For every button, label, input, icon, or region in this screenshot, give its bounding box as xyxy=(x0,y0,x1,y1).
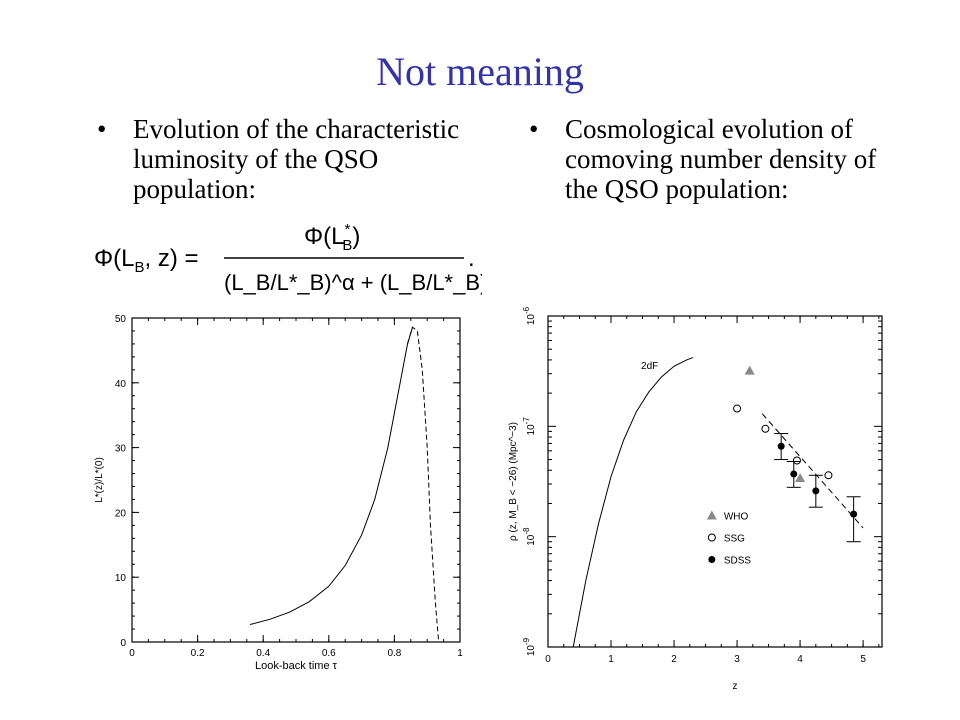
formula-lhs-sub: B xyxy=(135,259,145,276)
formula-numerator-sub: B xyxy=(342,237,352,254)
formula-period: . xyxy=(468,245,475,272)
luminosity-function-formula: Φ(LB, z) = Φ(L* B) (L_B/L*_B)^α + (L_B/L*… xyxy=(94,221,482,295)
y-axis-label: ρ (z, M_B < −26) (Mpc^−3) xyxy=(508,422,519,541)
formula-numerator-sup: * xyxy=(345,221,351,238)
svg-text:Φ(LB, z) =: Φ(LB, z) = xyxy=(94,245,199,276)
x-tick-label: 0.8 xyxy=(387,648,401,659)
x-axis-label: Look-back time τ xyxy=(255,660,338,672)
x-tick-label: 1 xyxy=(457,648,463,659)
x-tick-label: 5 xyxy=(860,654,866,665)
legend-label-who: WHO xyxy=(724,512,749,523)
who-point xyxy=(744,365,755,375)
x-tick-label: 0.4 xyxy=(256,648,270,659)
series-2df-line xyxy=(572,357,694,648)
left-bullet-text: Evolution of the characteristic luminosi… xyxy=(133,114,460,204)
formula-lhs-tail: , z) = xyxy=(145,245,199,272)
x-tick-label: 0.6 xyxy=(322,648,336,659)
y-tick-label: 10-6 xyxy=(522,306,537,325)
y-tick-label: 10 xyxy=(115,573,127,584)
formula-denominator: (L_B/L*_B)^α + (L_B/L*_B)^β xyxy=(224,270,482,295)
x-tick-label: 1 xyxy=(608,654,614,665)
legend-who-marker xyxy=(706,510,717,520)
formula-numerator: Φ(L xyxy=(304,223,345,250)
ssg-point xyxy=(792,456,801,465)
legend-label-sdss: SDSS xyxy=(724,556,752,567)
sdss-point xyxy=(777,442,785,450)
ssg-point xyxy=(733,404,742,413)
ssg-point xyxy=(761,424,770,433)
x-tick-label: 2 xyxy=(671,654,677,665)
y-tick-label: 10-8 xyxy=(522,527,537,546)
slide-title: Not meaning xyxy=(376,49,584,94)
dashed-series-line xyxy=(407,326,440,643)
ssg-point xyxy=(824,471,833,480)
solid-series-line xyxy=(249,327,413,625)
y-axis-label: L*(z)/L*(0) xyxy=(94,457,105,503)
fit-dashed-line xyxy=(761,413,864,529)
formula-lhs: Φ(L xyxy=(94,245,135,272)
plot-frame xyxy=(131,317,461,643)
sdss-point xyxy=(790,470,798,478)
sdss-point xyxy=(812,487,820,495)
formula-numerator-tail: ) xyxy=(352,223,360,250)
y-tick-label: 50 xyxy=(115,314,127,325)
x-tick-label: 0 xyxy=(545,654,551,665)
svg-text:Φ(L*B): Φ(L* B) xyxy=(304,221,360,254)
y-tick-label: 30 xyxy=(115,444,127,455)
right-bullet-text: Cosmological evolution of comoving numbe… xyxy=(565,114,877,204)
number-density-chart: 0 1 2 3 4 5 10-9 10-8 10-7 10-6 2dF WHO SSG SDSS z ρ (z… xyxy=(508,306,883,692)
right-bullet: • Cosmological evolution of comoving num… xyxy=(529,114,885,204)
legend-sdss-marker xyxy=(708,556,716,564)
series-2df-label: 2dF xyxy=(641,361,658,372)
x-tick-label: 3 xyxy=(734,654,740,665)
bullet-marker: • xyxy=(97,114,107,144)
y-tick-label: 20 xyxy=(115,508,127,519)
y-tick-label: 10-9 xyxy=(522,637,537,656)
y-tick-label: 40 xyxy=(115,379,127,390)
x-axis-label: z xyxy=(733,681,738,692)
x-tick-label: 0 xyxy=(129,648,135,659)
legend-label-ssg: SSG xyxy=(724,534,745,545)
bullet-marker: • xyxy=(529,114,539,144)
legend-ssg-marker xyxy=(707,533,716,542)
y-tick-label: 0 xyxy=(120,638,126,649)
x-tick-label: 0.2 xyxy=(191,648,205,659)
sdss-point xyxy=(850,510,858,518)
y-tick-label: 10-7 xyxy=(522,417,537,436)
plot-frame xyxy=(547,315,883,648)
left-bullet: • Evolution of the characteristic lumino… xyxy=(97,114,463,204)
who-point xyxy=(795,473,806,483)
x-tick-label: 4 xyxy=(797,654,803,665)
